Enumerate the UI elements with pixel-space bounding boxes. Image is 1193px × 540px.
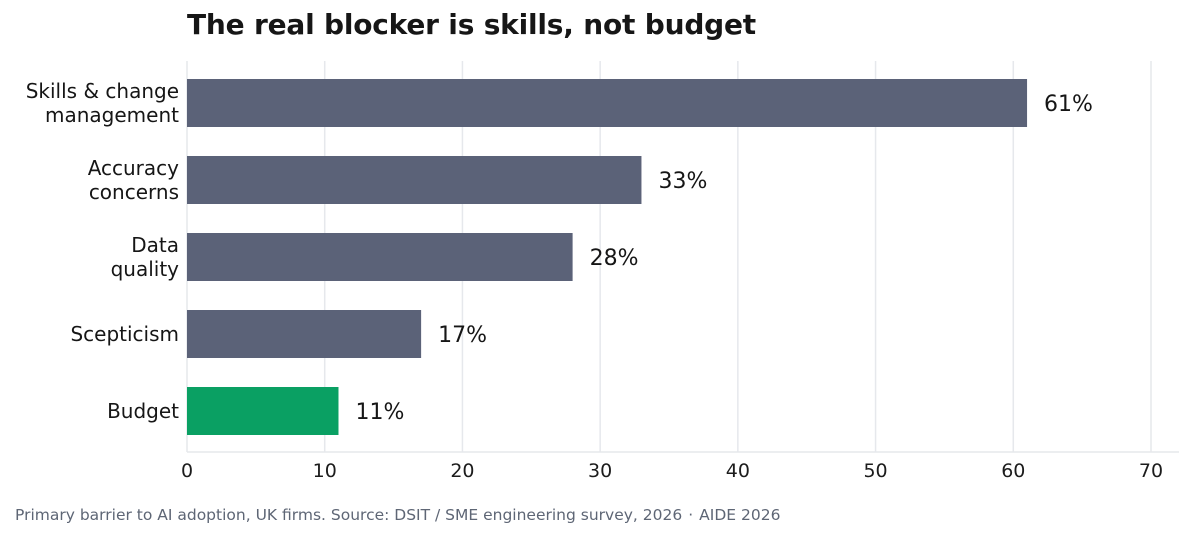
value-labels: 61% 33% 28% 17% 11% [355,92,1092,425]
bars [187,79,1028,435]
x-tick-label: 60 [1001,460,1025,482]
x-tick-label: 50 [863,460,887,482]
category-label: Budget [107,399,179,423]
x-tick-label: 70 [1139,460,1163,482]
bar [187,79,1028,127]
source-caption: Primary barrier to AI adoption, UK firms… [15,506,780,524]
value-label: 17% [438,323,487,348]
category-label: concerns [89,180,179,204]
x-tick-label: 40 [726,460,750,482]
bar [187,233,573,281]
chart-title: The real blocker is skills, not budget [187,8,756,41]
bar [187,156,642,204]
value-label: 61% [1044,92,1093,117]
bar [187,387,339,435]
category-label: Accuracy [88,156,179,180]
category-label: Data [131,233,179,257]
category-label: Scepticism [70,322,179,346]
caption-separator: · [688,506,694,524]
brand-label: AIDE 2026 [699,506,781,524]
value-label: 28% [590,246,639,271]
x-axis-ticks: 0 10 20 30 40 50 60 70 [181,460,1163,482]
x-tick-label: 0 [181,460,193,482]
caption-text: Primary barrier to AI adoption, UK firms… [15,506,683,524]
x-tick-label: 20 [450,460,474,482]
value-label: 33% [658,169,707,194]
value-label: 11% [355,400,404,425]
category-label: management [45,103,179,127]
bar [187,310,422,358]
category-label: Skills & change [26,79,179,103]
category-label: quality [111,257,180,281]
x-tick-label: 10 [313,460,337,482]
x-tick-label: 30 [588,460,612,482]
